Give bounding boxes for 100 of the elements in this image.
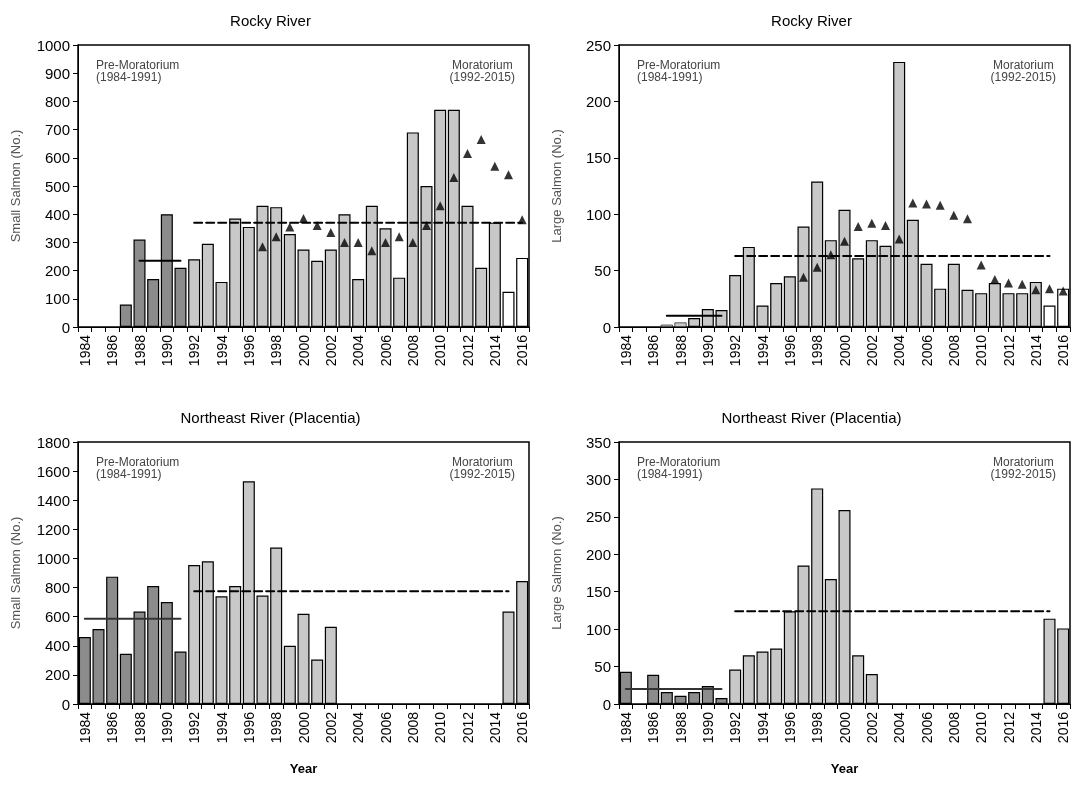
x-tick-label: 2016 bbox=[1055, 334, 1072, 367]
x-tick-label: 1998 bbox=[268, 711, 285, 744]
x-tick-label: 1986 bbox=[104, 334, 121, 367]
x-tick-label: 2014 bbox=[1027, 711, 1044, 744]
point bbox=[799, 272, 808, 282]
x-tick-label: 2006 bbox=[918, 334, 935, 367]
x-tick-label: 2004 bbox=[891, 711, 908, 744]
x-tick-label: 1990 bbox=[699, 711, 716, 744]
chart-title: Rocky River bbox=[771, 12, 852, 29]
y-tick-label: 150 bbox=[585, 583, 611, 601]
y-tick-label: 1800 bbox=[36, 433, 70, 451]
y-tick-label: 400 bbox=[44, 205, 70, 223]
point bbox=[353, 237, 363, 247]
x-tick-label: 1994 bbox=[213, 711, 230, 744]
x-tick-label: 2002 bbox=[863, 334, 880, 367]
x-tick-label: 1992 bbox=[727, 711, 744, 744]
x-tick-label: 1998 bbox=[809, 711, 826, 744]
x-tick-label: 2012 bbox=[1000, 711, 1017, 744]
y-tick-label: 150 bbox=[585, 149, 611, 167]
x-axis-title: Year bbox=[830, 761, 859, 776]
x-tick-label: 1984 bbox=[76, 334, 93, 367]
x-tick-label: 1990 bbox=[158, 711, 175, 744]
x-tick-label: 1986 bbox=[104, 711, 121, 744]
y-tick-label: 0 bbox=[61, 695, 70, 713]
x-tick-label: 1988 bbox=[131, 334, 148, 367]
x-tick-label: 1996 bbox=[240, 711, 257, 744]
x-tick-label: 2010 bbox=[973, 711, 990, 744]
y-tick-label: 250 bbox=[585, 508, 611, 526]
x-tick-label: 1992 bbox=[186, 711, 203, 744]
x-tick-label: 1988 bbox=[131, 711, 148, 744]
x-tick-label: 1994 bbox=[754, 334, 771, 367]
x-tick-label: 2004 bbox=[350, 711, 367, 744]
y-tick-label: 0 bbox=[602, 318, 611, 336]
y-tick-label: 350 bbox=[585, 433, 611, 451]
point bbox=[867, 218, 877, 228]
x-tick-label: 1998 bbox=[809, 334, 826, 367]
x-tick-label: 2010 bbox=[432, 334, 449, 367]
y-tick-label: 1000 bbox=[36, 549, 70, 567]
x-tick-label: 1998 bbox=[268, 334, 285, 367]
y-tick-label: 50 bbox=[594, 262, 611, 280]
point bbox=[381, 237, 390, 247]
x-tick-label: 2012 bbox=[459, 711, 476, 744]
point bbox=[922, 199, 931, 209]
y-tick-label: 300 bbox=[585, 470, 611, 488]
y-tick-label: 500 bbox=[44, 177, 70, 195]
annotation: Pre-Moratorium (1984-1991) bbox=[637, 58, 721, 84]
annotation: Pre-Moratorium (1984-1991) bbox=[637, 455, 721, 481]
y-tick-label: 0 bbox=[602, 695, 611, 713]
point bbox=[881, 220, 890, 230]
y-tick-label: 900 bbox=[44, 64, 70, 82]
y-tick-label: 200 bbox=[44, 666, 70, 684]
point bbox=[894, 234, 904, 244]
x-tick-label: 1992 bbox=[727, 334, 744, 367]
x-tick-label: 1984 bbox=[76, 711, 93, 744]
y-tick-label: 250 bbox=[585, 36, 611, 54]
annotation: Pre-Moratorium (1984-1991) bbox=[96, 58, 180, 84]
point bbox=[949, 210, 959, 220]
x-tick-label: 2006 bbox=[377, 711, 394, 744]
point bbox=[504, 170, 513, 180]
y-tick-label: 100 bbox=[585, 620, 611, 638]
x-tick-label: 2014 bbox=[486, 711, 503, 744]
x-tick-label: 2004 bbox=[350, 334, 367, 367]
point bbox=[312, 220, 322, 230]
x-tick-label: 1986 bbox=[645, 334, 662, 367]
y-tick-label: 400 bbox=[44, 637, 70, 655]
chart-title: Northeast River (Placentia) bbox=[180, 409, 361, 426]
x-tick-label: 2012 bbox=[459, 334, 476, 367]
y-tick-label: 0 bbox=[61, 318, 70, 336]
y-axis-title: Small Salmon (No.) bbox=[8, 516, 23, 630]
x-tick-label: 1994 bbox=[754, 711, 771, 744]
x-tick-label: 2000 bbox=[836, 334, 853, 367]
x-tick-label: 2008 bbox=[945, 711, 962, 744]
y-tick-label: 200 bbox=[585, 92, 611, 110]
point bbox=[1017, 279, 1027, 289]
x-tick-label: 2008 bbox=[404, 334, 421, 367]
x-tick-label: 2010 bbox=[973, 334, 990, 367]
x-tick-label: 2008 bbox=[945, 334, 962, 367]
x-tick-label: 2002 bbox=[322, 334, 339, 367]
x-tick-label: 1996 bbox=[781, 334, 798, 367]
x-tick-label: 2004 bbox=[891, 334, 908, 367]
y-tick-label: 1600 bbox=[36, 462, 70, 480]
point bbox=[408, 237, 418, 247]
x-tick-label: 2000 bbox=[295, 334, 312, 367]
x-tick-label: 2014 bbox=[1027, 334, 1044, 367]
point bbox=[963, 214, 972, 224]
point bbox=[449, 173, 459, 183]
point bbox=[299, 213, 308, 223]
y-tick-label: 100 bbox=[585, 205, 611, 223]
x-tick-label: 2006 bbox=[377, 334, 394, 367]
point bbox=[422, 220, 431, 230]
x-tick-label: 1988 bbox=[672, 334, 689, 367]
x-tick-label: 2008 bbox=[404, 711, 421, 744]
x-tick-label: 2010 bbox=[432, 711, 449, 744]
y-axis-title: Large Salmon (No.) bbox=[549, 516, 564, 630]
x-tick-label: 2002 bbox=[863, 711, 880, 744]
x-tick-label: 1996 bbox=[240, 334, 257, 367]
x-tick-label: 1990 bbox=[699, 334, 716, 367]
x-tick-label: 2014 bbox=[486, 334, 503, 367]
point bbox=[812, 262, 822, 272]
y-tick-label: 100 bbox=[44, 290, 70, 308]
